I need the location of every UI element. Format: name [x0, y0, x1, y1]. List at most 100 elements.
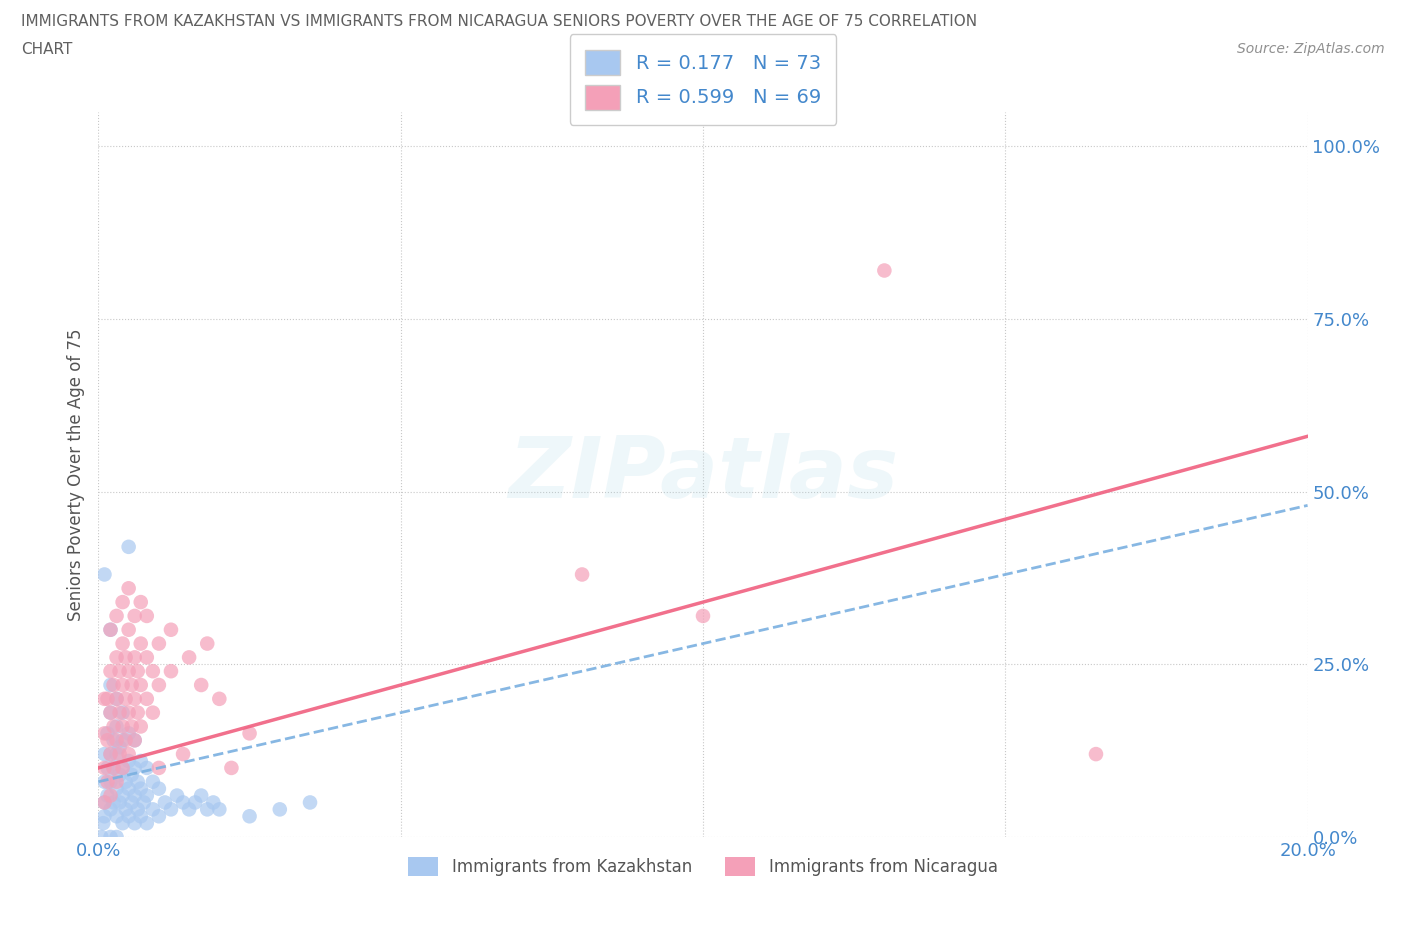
Point [111, 788, 134, 803]
Text: IMMIGRANTS FROM KAZAKHSTAN VS IMMIGRANTS FROM NICARAGUA SENIORS POVERTY OVER THE: IMMIGRANTS FROM KAZAKHSTAN VS IMMIGRANTS… [21, 14, 977, 29]
Point [111, 636, 134, 651]
Point [129, 781, 152, 796]
Point [269, 802, 291, 817]
Point [148, 809, 170, 824]
Point [195, 802, 218, 817]
Point [108, 747, 131, 762]
Point [142, 775, 165, 790]
Point [124, 816, 146, 830]
Point [179, 650, 201, 665]
Point [93, 747, 115, 762]
Point [118, 753, 141, 768]
Point [129, 719, 152, 734]
Point [135, 816, 157, 830]
Point [127, 802, 149, 817]
Point [160, 664, 183, 679]
Point [93, 795, 115, 810]
Point [148, 678, 170, 693]
Point [108, 664, 131, 679]
Point [114, 802, 136, 817]
Point [118, 581, 141, 596]
Point [100, 747, 122, 762]
Point [153, 795, 176, 810]
Point [179, 802, 201, 817]
Point [111, 733, 134, 748]
Point [299, 795, 322, 810]
Point [93, 726, 115, 741]
Point [114, 691, 136, 706]
Point [111, 705, 134, 720]
Point [100, 705, 122, 720]
Point [692, 608, 714, 623]
Point [103, 795, 125, 810]
Point [221, 761, 243, 776]
Point [103, 733, 125, 748]
Point [93, 761, 115, 776]
Point [100, 788, 122, 803]
Point [195, 636, 218, 651]
Point [124, 650, 146, 665]
Point [132, 795, 155, 810]
Point [105, 691, 128, 706]
Point [108, 705, 131, 720]
Point [873, 263, 896, 278]
Point [135, 691, 157, 706]
Point [114, 650, 136, 665]
Point [129, 753, 152, 768]
Point [160, 622, 183, 637]
Point [135, 608, 157, 623]
Point [142, 664, 165, 679]
Point [127, 775, 149, 790]
Point [135, 761, 157, 776]
Point [96, 691, 118, 706]
Point [129, 809, 152, 824]
Point [105, 691, 128, 706]
Point [105, 719, 128, 734]
Point [239, 726, 262, 741]
Point [105, 830, 128, 844]
Text: Source: ZipAtlas.com: Source: ZipAtlas.com [1237, 42, 1385, 56]
Point [129, 636, 152, 651]
Point [124, 733, 146, 748]
Point [172, 747, 194, 762]
Point [118, 781, 141, 796]
Point [148, 781, 170, 796]
Point [90, 830, 112, 844]
Point [118, 747, 141, 762]
Point [96, 788, 118, 803]
Point [111, 594, 134, 609]
Point [142, 802, 165, 817]
Point [184, 795, 207, 810]
Point [96, 761, 118, 776]
Point [121, 795, 143, 810]
Point [111, 761, 134, 776]
Point [208, 691, 231, 706]
Point [202, 795, 225, 810]
Point [118, 726, 141, 741]
Point [190, 788, 212, 803]
Point [135, 788, 157, 803]
Point [148, 761, 170, 776]
Point [239, 809, 262, 824]
Point [111, 678, 134, 693]
Point [100, 622, 122, 637]
Point [108, 795, 131, 810]
Point [121, 767, 143, 782]
Point [96, 726, 118, 741]
Point [105, 650, 128, 665]
Point [208, 802, 231, 817]
Point [105, 781, 128, 796]
Point [121, 678, 143, 693]
Point [127, 664, 149, 679]
Point [100, 802, 122, 817]
Point [105, 608, 128, 623]
Point [93, 809, 115, 824]
Point [172, 795, 194, 810]
Point [108, 767, 131, 782]
Point [135, 650, 157, 665]
Point [103, 678, 125, 693]
Point [118, 539, 141, 554]
Point [105, 775, 128, 790]
Point [124, 788, 146, 803]
Point [142, 705, 165, 720]
